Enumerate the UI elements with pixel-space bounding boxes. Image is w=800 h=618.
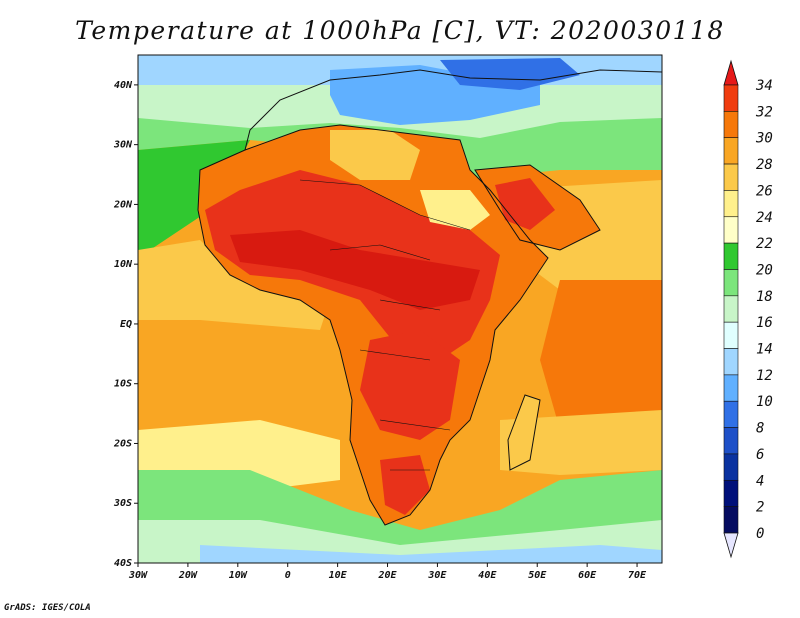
colorbar-label: 28	[756, 157, 773, 173]
y-tick-label: 20N	[113, 199, 133, 210]
y-tick-label: EQ	[120, 319, 132, 330]
colorbar-label: 12	[756, 368, 773, 384]
colorbar-segment	[723, 348, 739, 376]
colorbar-segment	[723, 190, 739, 218]
colorbar-segment	[723, 374, 739, 402]
x-tick-label: 40E	[478, 570, 497, 581]
colorbar-segment	[723, 295, 739, 323]
x-tick-label: 10E	[329, 570, 348, 581]
x-tick-label: 60E	[578, 570, 597, 581]
colorbar-segment	[723, 479, 739, 507]
y-tick-label: 20S	[113, 438, 132, 449]
temperature-field	[138, 55, 662, 563]
y-tick-label: 10S	[114, 379, 132, 390]
colorbar-segment	[723, 400, 739, 428]
colorbar-segment	[723, 137, 739, 165]
field-south-blue	[200, 545, 662, 563]
colorbar-label: 32	[755, 104, 773, 120]
colorbar-segment	[723, 427, 739, 455]
y-tick-label: 40N	[114, 80, 133, 91]
colorbar-label: 30	[755, 131, 773, 147]
footer-credit: GrADS: IGES/COLA	[4, 603, 91, 613]
x-tick-label: 20E	[377, 570, 397, 581]
x-tick-label: 70E	[628, 570, 647, 581]
colorbar-label: 6	[756, 447, 764, 463]
colorbar-label: 24	[756, 210, 773, 226]
colorbar-label: 10	[756, 394, 773, 410]
colorbar-segment	[723, 453, 739, 481]
colorbar-segment	[723, 242, 739, 270]
x-tick-label: 30W	[128, 570, 148, 581]
colorbar-segment	[723, 84, 739, 112]
x-tick-label: 50E	[528, 570, 547, 581]
x-tick-label: 30E	[427, 570, 447, 581]
colorbar-segment	[723, 216, 739, 244]
y-tick-label: 10N	[114, 259, 133, 270]
colorbar-label: 16	[756, 315, 773, 331]
colorbar-label: 8	[756, 421, 764, 437]
y-tick-label: 30S	[113, 498, 132, 509]
colorbar-label: 14	[756, 342, 773, 358]
colorbar-label: 26	[756, 183, 773, 199]
coastlines	[197, 69, 662, 526]
field-sahel-core	[230, 230, 480, 310]
field-indian-ocean-yellow	[500, 410, 662, 475]
colorbar-label: 18	[756, 289, 773, 305]
colorbar-label: 2	[756, 500, 764, 516]
x-tick-label: 0	[285, 570, 291, 581]
field-eastern-europe-cold	[440, 58, 580, 90]
colorbar-segment	[723, 111, 739, 139]
y-tick-label: 30N	[113, 140, 133, 151]
field-atlantic-yellow	[138, 240, 330, 330]
country-borders	[299, 179, 471, 471]
colorbar-over-triangle	[723, 59, 739, 86]
colorbar-label: 34	[755, 78, 773, 94]
field-sahara-yellow	[330, 130, 420, 180]
colorbar-label: 0	[756, 526, 764, 542]
colorbar-segment	[723, 321, 739, 349]
madagascar-coastline	[507, 394, 541, 471]
x-tick-label: 10W	[229, 570, 248, 581]
x-axis: 30W 20W 10W 0 10E 20E 30E 40E 50E 60E 70E	[128, 563, 647, 581]
y-tick-label: 40S	[114, 558, 132, 569]
field-indian-ocean-warm	[540, 280, 662, 430]
africa-coastline	[197, 124, 549, 526]
colorbar-segment	[723, 506, 739, 534]
field-arabia-hot	[495, 178, 555, 230]
colorbar-label: 22	[756, 236, 773, 252]
y-axis: 40N 30N 20N 10N EQ 10S 20S 30S 40S	[113, 80, 138, 569]
arabia-coastline	[474, 164, 601, 251]
colorbar-label: 20	[756, 262, 773, 278]
field-central-hot	[360, 330, 460, 440]
colorbar-segment	[723, 163, 739, 191]
x-tick-label: 20W	[178, 570, 198, 581]
field-madagascar	[508, 395, 540, 470]
colorbar-label: 4	[756, 473, 764, 489]
plot-frame	[137, 54, 663, 564]
map-title: Temperature at 1000hPa [C], VT: 20200301…	[75, 16, 725, 45]
colorbar-segment	[723, 269, 739, 297]
colorbar-under-triangle	[723, 532, 739, 559]
europe-coastline	[244, 69, 662, 151]
